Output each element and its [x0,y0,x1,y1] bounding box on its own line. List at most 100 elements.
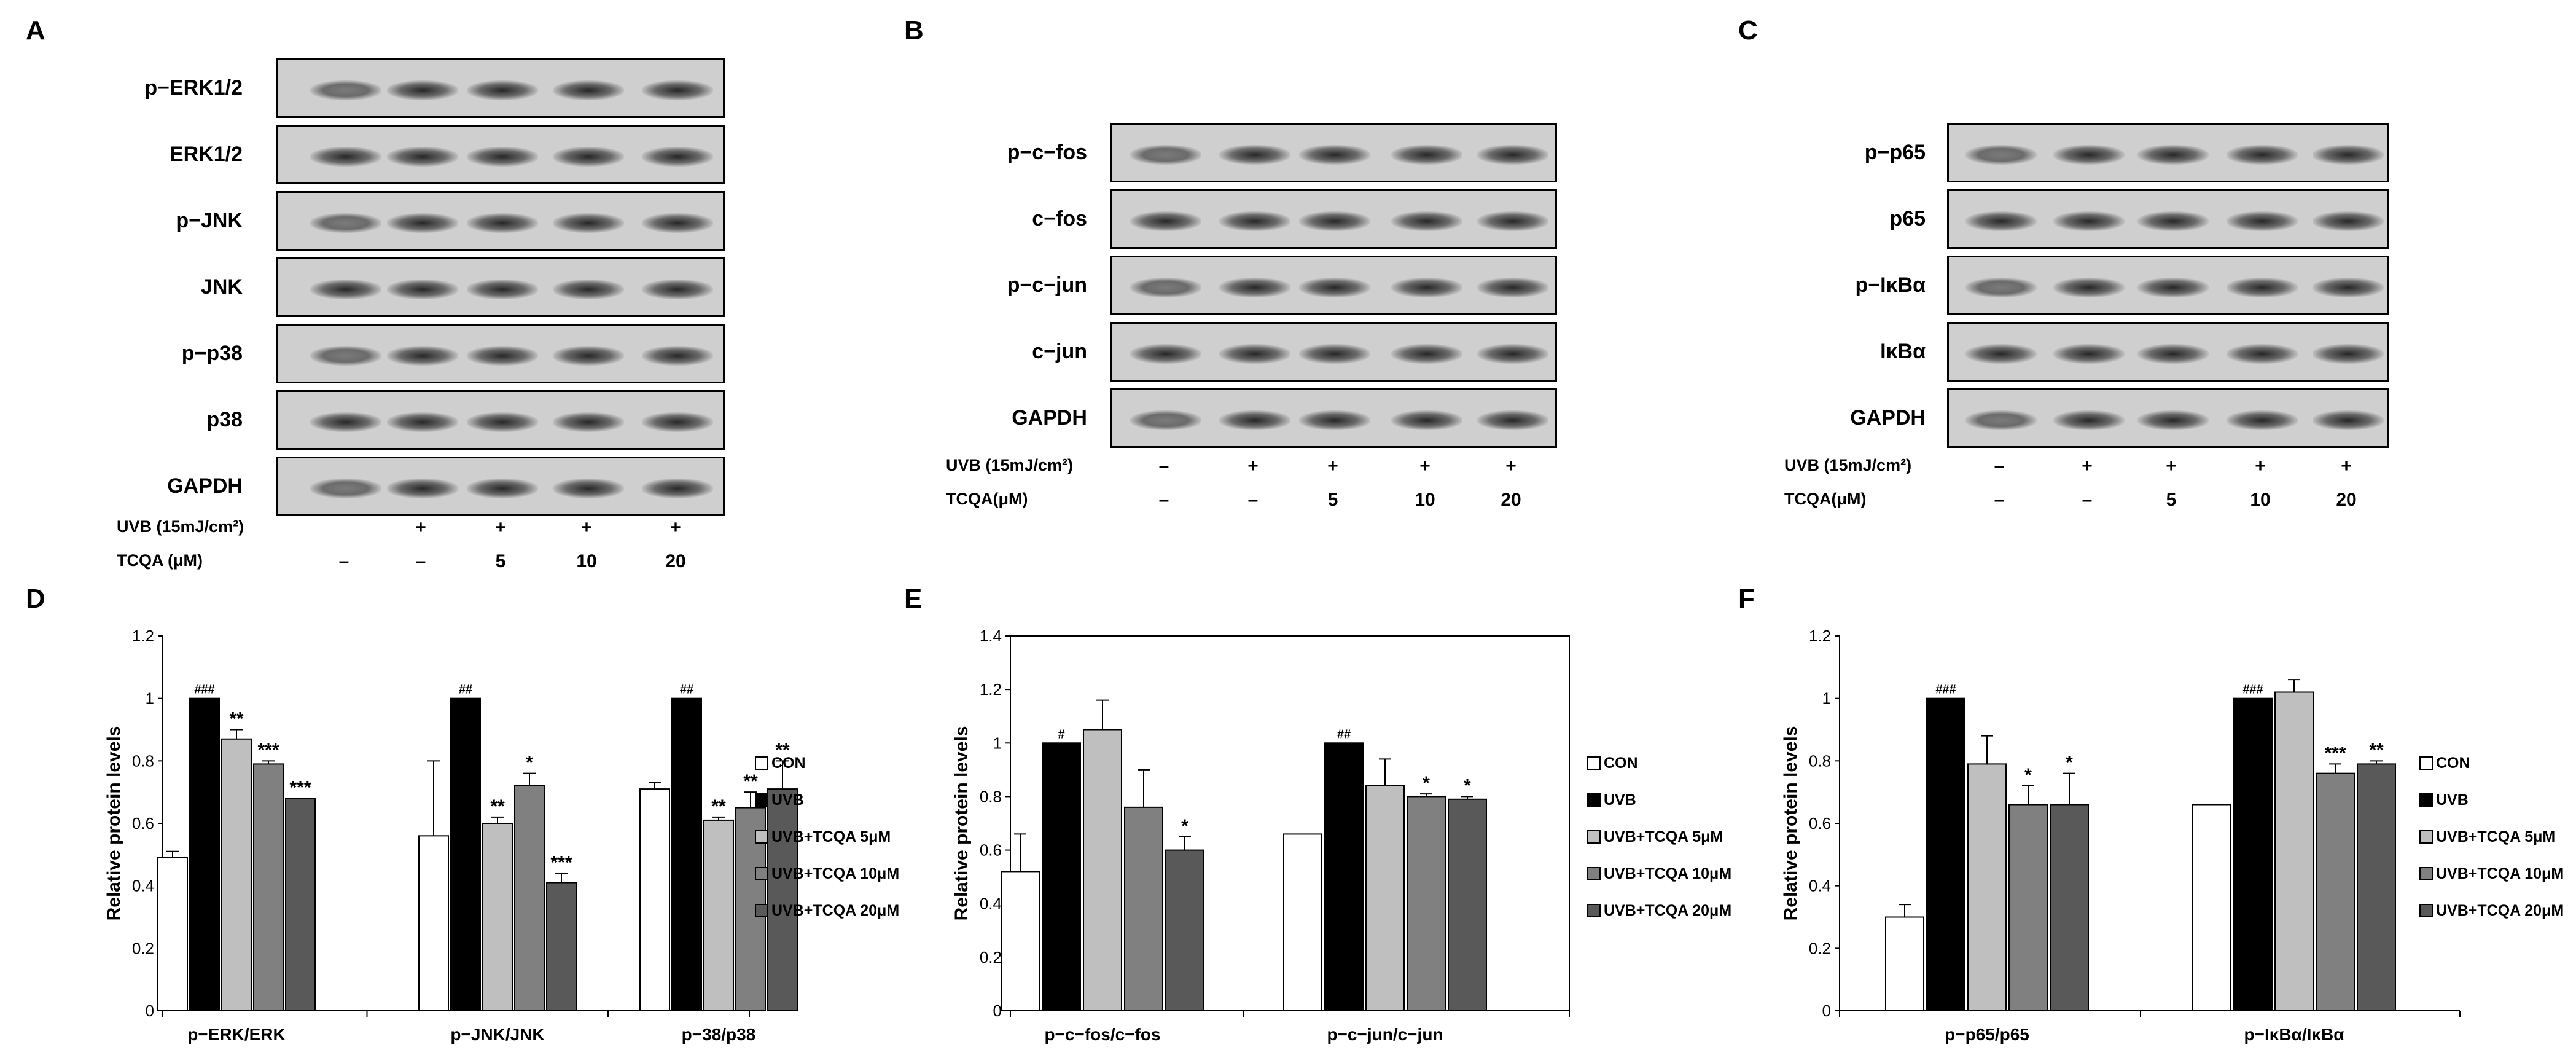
blot-band [1477,277,1548,297]
blot-label-erk1-2: ERK1/2 [169,142,243,166]
significance-mark: ### [1935,683,1956,697]
blot-band [553,345,624,366]
significance-mark: * [1423,773,1430,793]
blot-band [467,478,538,498]
blot-band [387,412,458,432]
significance-mark: *** [257,740,279,760]
blot-strip-p65 [1947,189,2389,249]
significance-mark: * [1464,775,1471,796]
blot-band [642,146,713,167]
blot-strip-p38 [276,390,725,450]
significance-mark: * [526,753,533,773]
significance-mark: *** [289,777,311,798]
blot-band [553,478,624,498]
blot-band [1130,211,1201,231]
condition-value-uvb: + [1419,456,1430,476]
bar [1926,697,1965,1012]
blot-band [1477,410,1548,430]
blot-band [2227,410,2298,430]
blot-strip-p-c-jun [1110,256,1557,315]
legend-swatch [2419,756,2433,770]
blot-band [1477,343,1548,364]
blot-strip-p-i-b [1947,256,2389,315]
condition-value-uvb: + [670,517,681,538]
blot-band [2227,343,2298,364]
blot-band [1299,144,1370,165]
significance-mark: ## [1337,728,1351,741]
condition-value-tcqa: 20 [1501,490,1521,510]
blot-label-gapdh: GAPDH [167,474,243,498]
bar [253,763,284,1012]
blot-band [1965,144,2037,165]
blot-band [1219,211,1290,231]
y-tick-label: 1 [146,689,154,708]
blot-band [1299,211,1370,231]
x-category-label: p−c−fos/c−fos [1044,1025,1160,1044]
condition-value-tcqa: – [415,551,426,571]
blot-band [2053,277,2125,297]
blot-label-i-b: IκBα [1880,339,1926,363]
x-category-label: p−p65/p65 [1945,1025,2029,1044]
blot-label-c-jun: c−jun [1032,339,1087,363]
blot-band [1219,343,1290,364]
blot-band [642,345,713,366]
bar [482,823,513,1011]
blot-band [1219,144,1290,165]
y-tick-label: 0 [993,1002,1002,1020]
significance-mark: * [2024,765,2032,785]
blot-label-p-p65: p−p65 [1864,140,1926,164]
blot-strip-c-fos [1110,189,1557,249]
condition-value-uvb: + [1505,456,1516,476]
significance-mark: ** [229,709,244,729]
blot-band [553,412,624,432]
blot-band [310,146,381,167]
blot-strip-jnk [276,257,725,317]
y-tick-label: 0.8 [1809,751,1831,770]
significance-mark: ** [775,740,790,760]
condition-label-tcqa: TCQA (μM) [117,551,203,570]
blot-label-p65: p65 [1889,206,1926,230]
blot-strip-i-b [1947,322,2389,382]
blot-band [1965,410,2037,430]
significance-mark: ** [711,796,726,817]
legend-label: CON [771,755,806,772]
blot-band [642,279,713,299]
y-tick-label: 0.6 [132,814,154,833]
legend-swatch [2419,793,2433,807]
legend-label: CON [2436,755,2470,772]
bar [1448,798,1487,1011]
y-tick-label: 0.4 [132,877,154,895]
panel-letter-a: A [26,15,45,45]
bar [1407,796,1446,1011]
blot-band [1219,277,1290,297]
significance-mark: # [1058,728,1064,741]
condition-value-uvb: + [1327,456,1338,476]
blot-band [2227,277,2298,297]
legend-label: UVB+TCQA 5μM [2436,828,2555,845]
blot-band [1391,343,1462,364]
bar [1885,916,1924,1011]
significance-mark: ### [194,683,214,697]
legend-label: UVB+TCQA 5μM [771,828,891,845]
blot-band [1299,343,1370,364]
bar [189,697,220,1012]
legend-swatch [755,867,768,880]
bar [1283,833,1322,1011]
bar [2357,763,2396,1012]
legend-label: UVB+TCQA 20μM [771,902,899,919]
blot-band [2313,277,2384,297]
bar [450,697,481,1012]
panel-letter-e: E [904,584,923,614]
blot-band [1477,211,1548,231]
y-tick-label: 0.6 [1809,814,1831,833]
legend-label: UVB+TCQA 5μM [1604,828,1723,845]
blot-band [642,478,713,498]
y-tick-label: 1.2 [980,680,1002,699]
blot-label-p-erk1-2: p−ERK1/2 [144,76,243,100]
blot-band [1299,277,1370,297]
legend-swatch [2419,830,2433,844]
y-tick-label: 0 [146,1002,154,1020]
bar [157,857,188,1011]
blot-band [2313,410,2384,430]
legend-swatch [1587,867,1601,880]
